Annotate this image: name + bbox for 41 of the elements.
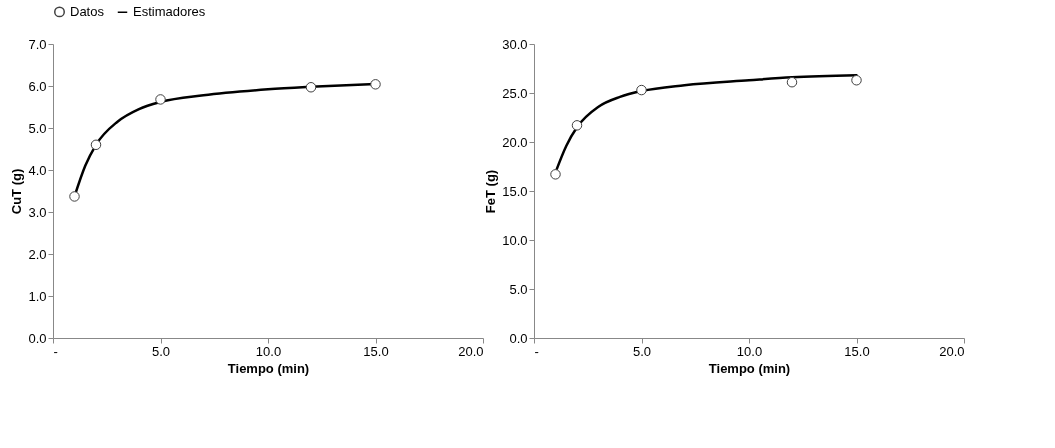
y-tick-label: 2.0 xyxy=(28,246,47,262)
x-tick-label: 5.0 xyxy=(632,343,652,359)
y-tick-label: 7.0 xyxy=(28,36,47,52)
x-tick-label: 5.0 xyxy=(151,343,171,359)
legend-label: Datos xyxy=(70,3,105,19)
point xyxy=(90,139,102,151)
y-tick-label: 30.0 xyxy=(502,36,528,52)
point xyxy=(851,75,862,86)
y-tick-label: 5.0 xyxy=(28,120,47,136)
point xyxy=(305,82,317,93)
x-tick-label: 10.0 xyxy=(255,343,282,359)
x-tick-label: 20.0 xyxy=(458,343,484,359)
x-tick-label: - xyxy=(53,343,58,359)
x-tick-label: 15.0 xyxy=(363,343,389,359)
y-tick-label: 10.0 xyxy=(502,232,528,248)
y-axis-title: FeT (g) xyxy=(483,169,499,214)
y-tick-label: 0.0 xyxy=(509,330,528,346)
point xyxy=(69,191,80,202)
y-tick-label: 4.0 xyxy=(28,162,47,178)
point xyxy=(571,120,583,131)
y-tick-label: 15.0 xyxy=(502,183,528,199)
y-tick-label: 3.0 xyxy=(28,204,47,220)
y-tick-label: 0.0 xyxy=(28,330,47,346)
point xyxy=(786,76,798,88)
y-tick-label: 5.0 xyxy=(509,281,528,297)
x-tick-label: 10.0 xyxy=(736,343,763,359)
x-tick-label: - xyxy=(534,343,539,359)
x-tick-label: 20.0 xyxy=(939,343,965,359)
x-tick-label: 15.0 xyxy=(844,343,870,359)
y-axis-title: CuT (g) xyxy=(9,168,25,215)
point xyxy=(155,94,166,105)
y-tick-label: 20.0 xyxy=(502,134,528,150)
y-tick-label: 25.0 xyxy=(502,85,528,101)
point xyxy=(550,169,561,180)
x-axis-title: Tiempo (min) xyxy=(708,360,791,376)
y-tick-label: 1.0 xyxy=(28,288,47,304)
point xyxy=(636,84,647,96)
point xyxy=(370,79,381,90)
legend-label: Estimadores xyxy=(133,4,206,20)
x-axis-title: Tiempo (min) xyxy=(227,360,310,376)
y-tick-label: 6.0 xyxy=(28,78,47,94)
